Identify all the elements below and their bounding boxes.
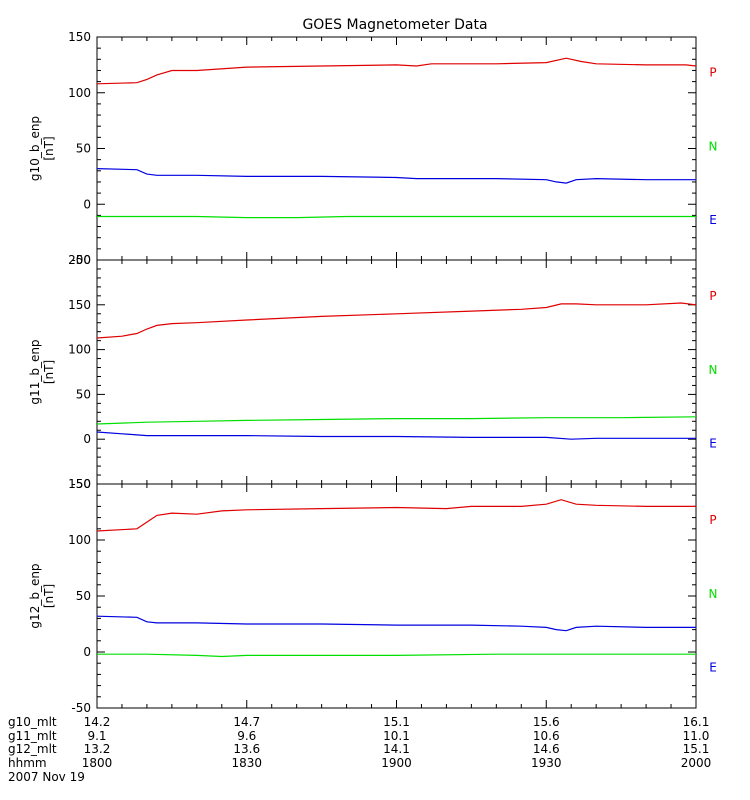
- y-axis-label: g12_b_enp: [28, 563, 42, 628]
- y-tick-label: 50: [76, 387, 91, 401]
- series-line-E: [97, 431, 696, 440]
- panel-frame: [96, 483, 697, 709]
- orbit-row-value: 15.1: [383, 715, 410, 729]
- orbit-row-value: 14.2: [84, 715, 111, 729]
- orbit-row-value: 1800: [82, 756, 113, 770]
- orbit-row-label: g12_mlt: [8, 742, 57, 756]
- component-label-N: N: [709, 139, 718, 153]
- series-line-P: [97, 499, 696, 532]
- orbit-row-value: 13.6: [233, 742, 260, 756]
- component-label-N: N: [709, 587, 718, 601]
- orbit-row-value: 9.6: [237, 729, 256, 743]
- component-label-N: N: [709, 363, 718, 377]
- y-tick-label: -50: [71, 477, 91, 491]
- y-axis-unit: [nT]: [42, 584, 56, 608]
- orbit-row-value: 15.6: [533, 715, 560, 729]
- orbit-row-label: g11_mlt: [8, 729, 57, 743]
- y-axis-unit: [nT]: [42, 136, 56, 160]
- orbit-row-value: 10.1: [383, 729, 410, 743]
- orbit-row-value: 1900: [381, 756, 412, 770]
- series-line-N: [97, 416, 696, 425]
- series-line-N: [97, 653, 696, 658]
- series-line-E: [97, 615, 696, 632]
- series-line-P: [97, 302, 696, 339]
- y-axis-label: g10_b_enp: [28, 116, 42, 181]
- component-label-E: E: [709, 213, 717, 227]
- orbit-row-value: 16.1: [683, 715, 710, 729]
- y-tick-label: -50: [71, 701, 91, 715]
- y-axis-unit: [nT]: [42, 360, 56, 384]
- y-tick-label: 150: [68, 298, 91, 312]
- orbit-row-value: 13.2: [84, 742, 111, 756]
- series-line-E: [97, 168, 696, 184]
- y-tick-label: 200: [68, 253, 91, 267]
- y-tick-label: -50: [71, 253, 91, 267]
- orbit-row-value: 9.1: [87, 729, 106, 743]
- y-tick-label: 0: [83, 432, 91, 446]
- component-label-E: E: [709, 437, 717, 451]
- orbit-row-label: hhmm: [8, 756, 47, 770]
- series-line-N: [97, 215, 696, 219]
- orbit-row-value: 2000: [681, 756, 712, 770]
- panel-g10_b_enp: -50 0 50 100 150 g10_b_enp [nT] P N E: [28, 30, 717, 267]
- y-tick-label: 150: [68, 477, 91, 491]
- series-line-P: [97, 57, 696, 85]
- chart-title: GOES Magnetometer Data: [302, 17, 487, 33]
- orbit-row-value: 14.6: [533, 742, 560, 756]
- y-tick-label: 100: [68, 343, 91, 357]
- y-tick-label: 100: [68, 86, 91, 100]
- y-tick-label: 50: [76, 589, 91, 603]
- orbit-row-value: 14.1: [383, 742, 410, 756]
- orbit-row-value: 15.1: [683, 742, 710, 756]
- component-label-P: P: [709, 289, 716, 303]
- orbit-footer: g10_mlt 14.2 14.7 15.1 15.6 16.1 g11_mlt 9.1 9.6…: [8, 715, 711, 770]
- component-label-P: P: [709, 66, 716, 80]
- panel-frame: [96, 259, 697, 485]
- component-label-P: P: [709, 513, 716, 527]
- y-tick-label: 0: [83, 645, 91, 659]
- orbit-row-value: 1930: [531, 756, 562, 770]
- panel-g11_b_enp: -50 0 50 100 150 200 g11_b_enp [nT] P N E: [28, 253, 717, 491]
- y-tick-label: 100: [68, 533, 91, 547]
- y-tick-label: 150: [68, 30, 91, 44]
- y-tick-label: 50: [76, 142, 91, 156]
- orbit-row-label: g10_mlt: [8, 715, 57, 729]
- orbit-row-value: 14.7: [233, 715, 260, 729]
- y-tick-label: 0: [83, 197, 91, 211]
- y-axis-label: g11_b_enp: [28, 339, 42, 404]
- component-label-E: E: [709, 661, 717, 675]
- orbit-row-value: 1830: [231, 756, 262, 770]
- orbit-row-value: 11.0: [683, 729, 710, 743]
- orbit-row-value: 10.6: [533, 729, 560, 743]
- panel-g12_b_enp: -50 0 50 100 150 g12_b_enp [nT] P N E: [28, 477, 717, 715]
- date-label: 2007 Nov 19: [8, 770, 85, 784]
